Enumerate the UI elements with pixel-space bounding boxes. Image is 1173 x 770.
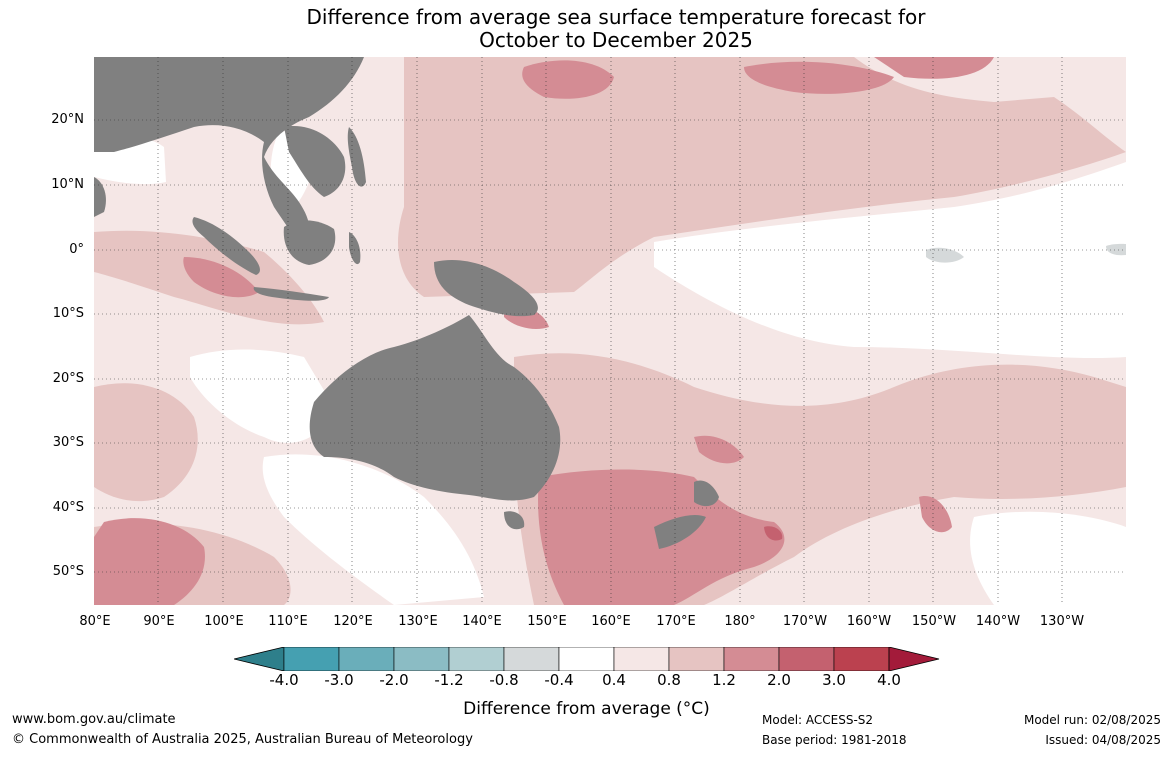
land-new-zealand-north — [694, 480, 719, 507]
longitude-label-130w: 130°W — [1039, 614, 1085, 629]
colorbar-title: Difference from average (°C) — [463, 699, 710, 719]
colorbar-segment — [833, 647, 890, 671]
strong-warm-region-southern-indian — [94, 518, 205, 605]
longitude-label-110e: 110°E — [268, 614, 308, 629]
land-borneo — [283, 220, 336, 265]
cool-patch-east-pacific — [1106, 243, 1126, 256]
latitude-label-20n: 20°N — [51, 112, 84, 127]
colorbar-tick-label: -1.2 — [434, 671, 464, 689]
website-link[interactable]: www.bom.gov.au/climate — [12, 712, 176, 727]
colorbar-segment — [448, 647, 505, 671]
model-name: Model: ACCESS-S2 — [762, 713, 874, 727]
latitude-label-50s: 50°S — [52, 564, 84, 579]
colorbar-tick-label: 2.0 — [767, 671, 791, 689]
longitude-label-130e: 130°E — [398, 614, 438, 629]
land-asia — [94, 57, 364, 247]
land-new-zealand-south — [654, 515, 706, 549]
colorbar-segment — [393, 647, 450, 671]
strong-warm-region-north-pacific-a — [522, 60, 614, 99]
colorbar-segment — [503, 647, 560, 671]
longitude-label-150e: 150°E — [527, 614, 567, 629]
colorbar-segment — [283, 647, 340, 671]
strong-warm-region-north-pacific-b — [744, 61, 894, 94]
colorbar-tick-label: -4.0 — [269, 671, 299, 689]
longitude-label-170w: 170°W — [782, 614, 828, 629]
longitude-label-100e: 100°E — [204, 614, 244, 629]
colorbar-tick-label: 0.4 — [602, 671, 626, 689]
colorbar-tick-label: -0.4 — [544, 671, 574, 689]
colorbar-segments — [234, 647, 940, 671]
longitude-label-140e: 140°E — [462, 614, 502, 629]
colorbar — [234, 647, 940, 671]
colorbar-tick-label: 1.2 — [712, 671, 736, 689]
colorbar-segment — [558, 647, 615, 671]
strong-warm-region-tasman-east — [694, 435, 744, 464]
land-sulawesi — [349, 232, 361, 265]
colorbar-segment — [613, 647, 670, 671]
warm-region-south-indian-west — [94, 383, 198, 502]
longitude-label-140w: 140°W — [975, 614, 1021, 629]
longitude-label-90e: 90°E — [143, 614, 175, 629]
neutral-region-west-australia — [190, 349, 334, 443]
colorbar-tick-label: 4.0 — [877, 671, 901, 689]
longitude-label-120e: 120°E — [333, 614, 373, 629]
colorbar-tick-label: 3.0 — [822, 671, 846, 689]
land-java — [253, 287, 329, 301]
strong-warm-region-indonesia-south — [183, 257, 259, 298]
base-period: Base period: 1981-2018 — [762, 733, 907, 747]
land-new-guinea — [434, 259, 538, 317]
colorbar-extend-high — [888, 647, 940, 671]
colorbar-segment — [778, 647, 835, 671]
latitude-label-20s: 20°S — [52, 371, 84, 386]
neutral-region-southeast-pacific — [970, 511, 1126, 605]
neutral-region-equatorial-pacific — [654, 162, 1126, 359]
latitude-label-40s: 40°S — [52, 500, 84, 515]
longitude-label-180: 180° — [724, 614, 756, 629]
land-australia — [309, 315, 561, 501]
graticule — [94, 57, 1126, 605]
longitude-label-150w: 150°W — [911, 614, 957, 629]
longitude-label-80e: 80°E — [79, 614, 111, 629]
land-philippines — [347, 127, 366, 187]
map-canvas — [94, 57, 1126, 605]
land-sumatra — [192, 217, 260, 275]
latitude-label-10n: 10°N — [51, 177, 84, 192]
issued-date: Issued: 04/08/2025 — [1045, 733, 1161, 747]
map-subtitle: October to December 2025 — [479, 28, 753, 52]
colorbar-extend-low — [234, 647, 285, 671]
warm-region-west-pacific — [398, 57, 1126, 297]
latitude-label-30s: 30°S — [52, 435, 84, 450]
latitude-label-10s: 10°S — [52, 306, 84, 321]
land-masses — [94, 57, 719, 549]
map-title: Difference from average sea surface temp… — [306, 5, 926, 29]
very-strong-warm-region-tasman-patch — [764, 526, 783, 541]
colorbar-tick-label: 0.8 — [657, 671, 681, 689]
land-tasmania — [504, 511, 525, 530]
copyright-notice: © Commonwealth of Australia 2025, Austra… — [12, 732, 473, 747]
colorbar-segment — [668, 647, 725, 671]
longitude-label-160w: 160°W — [846, 614, 892, 629]
longitude-label-160e: 160°E — [591, 614, 631, 629]
land-india — [94, 177, 106, 217]
model-run-date: Model run: 02/08/2025 — [1023, 713, 1161, 727]
strong-warm-region-north-pacific-c — [874, 57, 994, 79]
neutral-region-south-indian — [262, 454, 484, 605]
land-indochina — [284, 126, 346, 197]
colorbar-tick-label: -2.0 — [379, 671, 409, 689]
colorbar-segment — [723, 647, 780, 671]
sst-anomaly-map — [94, 57, 1126, 605]
colorbar-segment — [338, 647, 395, 671]
longitude-label-170e: 170°E — [656, 614, 696, 629]
strong-warm-region-south-pacific — [919, 496, 952, 533]
latitude-label-equator: 0° — [69, 242, 84, 257]
cool-patch-central-pacific — [926, 247, 964, 263]
colorbar-tick-label: -0.8 — [489, 671, 519, 689]
colorbar-tick-label: -3.0 — [324, 671, 354, 689]
